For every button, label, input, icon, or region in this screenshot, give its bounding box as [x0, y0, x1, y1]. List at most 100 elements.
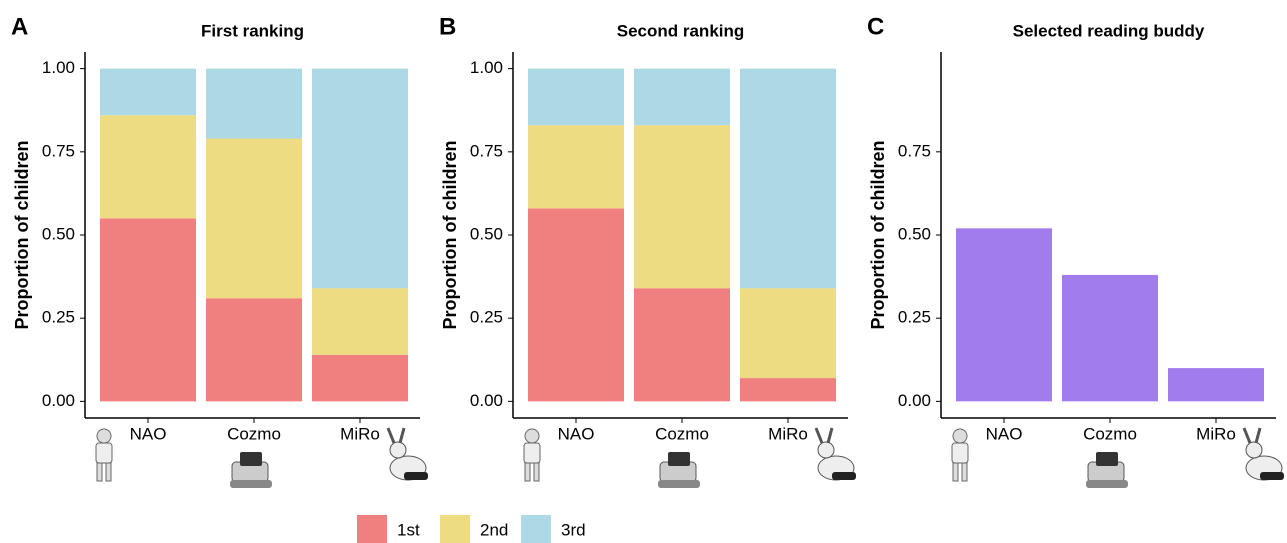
icon-part [832, 472, 856, 480]
y-tick-label: 0.00 [42, 391, 75, 410]
bar-segment [634, 288, 730, 401]
icon-part [400, 428, 404, 443]
x-tick-label: Cozmo [655, 424, 709, 443]
icon-part [818, 442, 834, 458]
icon-part [525, 429, 539, 443]
icon-part [97, 463, 102, 481]
icon-part [816, 428, 822, 443]
legend-swatch [440, 515, 470, 543]
bar-segment [206, 69, 302, 139]
robot-icon [952, 429, 968, 481]
icon-part [1096, 452, 1118, 466]
y-tick-label: 0.50 [42, 224, 75, 243]
icon-part [953, 463, 958, 481]
bar-segment [100, 69, 196, 116]
icon-part [96, 443, 112, 463]
icon-part [404, 472, 428, 480]
bar [1168, 368, 1264, 401]
icon-part [1260, 472, 1284, 480]
bar-segment [100, 115, 196, 218]
robot-icon [230, 452, 272, 488]
y-tick-label: 1.00 [42, 58, 75, 77]
x-tick-label: NAO [986, 424, 1023, 443]
legend-label: 2nd [480, 520, 508, 539]
y-tick-label: 0.75 [898, 141, 931, 160]
robot-icon [658, 452, 700, 488]
icon-part [962, 463, 967, 481]
robot-icon [1086, 452, 1128, 488]
bar-segment [528, 69, 624, 126]
x-tick-label: MiRo [768, 424, 808, 443]
bar-segment [634, 69, 730, 126]
bar-segment [312, 69, 408, 289]
bar-segment [206, 139, 302, 299]
icon-part [106, 463, 111, 481]
bar-segment [312, 355, 408, 402]
x-tick-label: NAO [130, 424, 167, 443]
legend-swatch [521, 515, 551, 543]
icon-part [658, 480, 700, 488]
y-axis-label: Proportion of children [440, 141, 460, 330]
robot-icon [816, 428, 856, 480]
icon-part [230, 480, 272, 488]
panel-letter: B [439, 13, 456, 40]
x-tick-label: Cozmo [1083, 424, 1137, 443]
legend-swatch [357, 515, 387, 543]
bar [1062, 275, 1158, 401]
panel-title: First ranking [201, 21, 304, 40]
panel-title: Second ranking [617, 21, 745, 40]
icon-part [525, 463, 530, 481]
y-tick-label: 0.00 [898, 391, 931, 410]
panel-title: Selected reading buddy [1013, 21, 1205, 40]
panel-letter: C [867, 13, 884, 40]
bar-segment [634, 125, 730, 288]
bar [956, 228, 1052, 401]
robot-icon [388, 428, 428, 480]
icon-part [1246, 442, 1262, 458]
x-tick-label: MiRo [340, 424, 380, 443]
y-tick-label: 0.50 [898, 224, 931, 243]
icon-part [240, 452, 262, 466]
y-tick-label: 0.75 [42, 141, 75, 160]
x-tick-label: NAO [558, 424, 595, 443]
icon-part [534, 463, 539, 481]
icon-part [668, 452, 690, 466]
x-tick-label: Cozmo [227, 424, 281, 443]
bar-segment [206, 298, 302, 401]
icon-part [953, 429, 967, 443]
icon-part [97, 429, 111, 443]
icon-part [952, 443, 968, 463]
bar-segment [100, 218, 196, 401]
bar-segment [740, 378, 836, 401]
bar-segment [528, 208, 624, 401]
robot-icon [1244, 428, 1284, 480]
y-axis-label: Proportion of children [868, 141, 888, 330]
y-axis-label: Proportion of children [12, 141, 32, 330]
icon-part [1256, 428, 1260, 443]
y-tick-label: 0.50 [470, 224, 503, 243]
y-tick-label: 1.00 [470, 58, 503, 77]
bar-segment [312, 288, 408, 355]
y-tick-label: 0.25 [470, 308, 503, 327]
icon-part [1086, 480, 1128, 488]
legend-label: 3rd [561, 520, 586, 539]
icon-part [524, 443, 540, 463]
y-tick-label: 0.25 [898, 308, 931, 327]
bar-segment [740, 288, 836, 378]
icon-part [390, 442, 406, 458]
figure: A First ranking Proportion of children 0.00… [0, 0, 1287, 543]
robot-icon [524, 429, 540, 481]
legend-label: 1st [397, 520, 420, 539]
robot-icon [96, 429, 112, 481]
icon-part [388, 428, 394, 443]
bar-segment [528, 125, 624, 208]
bar-segment [740, 69, 836, 289]
y-tick-label: 0.00 [470, 391, 503, 410]
y-tick-label: 0.25 [42, 308, 75, 327]
panel-letter: A [11, 13, 28, 40]
x-tick-label: MiRo [1196, 424, 1236, 443]
page: {"chart_data": [ {"type": "stacked-bar",… [0, 0, 1287, 543]
icon-part [1244, 428, 1250, 443]
icon-part [828, 428, 832, 443]
y-tick-label: 0.75 [470, 141, 503, 160]
